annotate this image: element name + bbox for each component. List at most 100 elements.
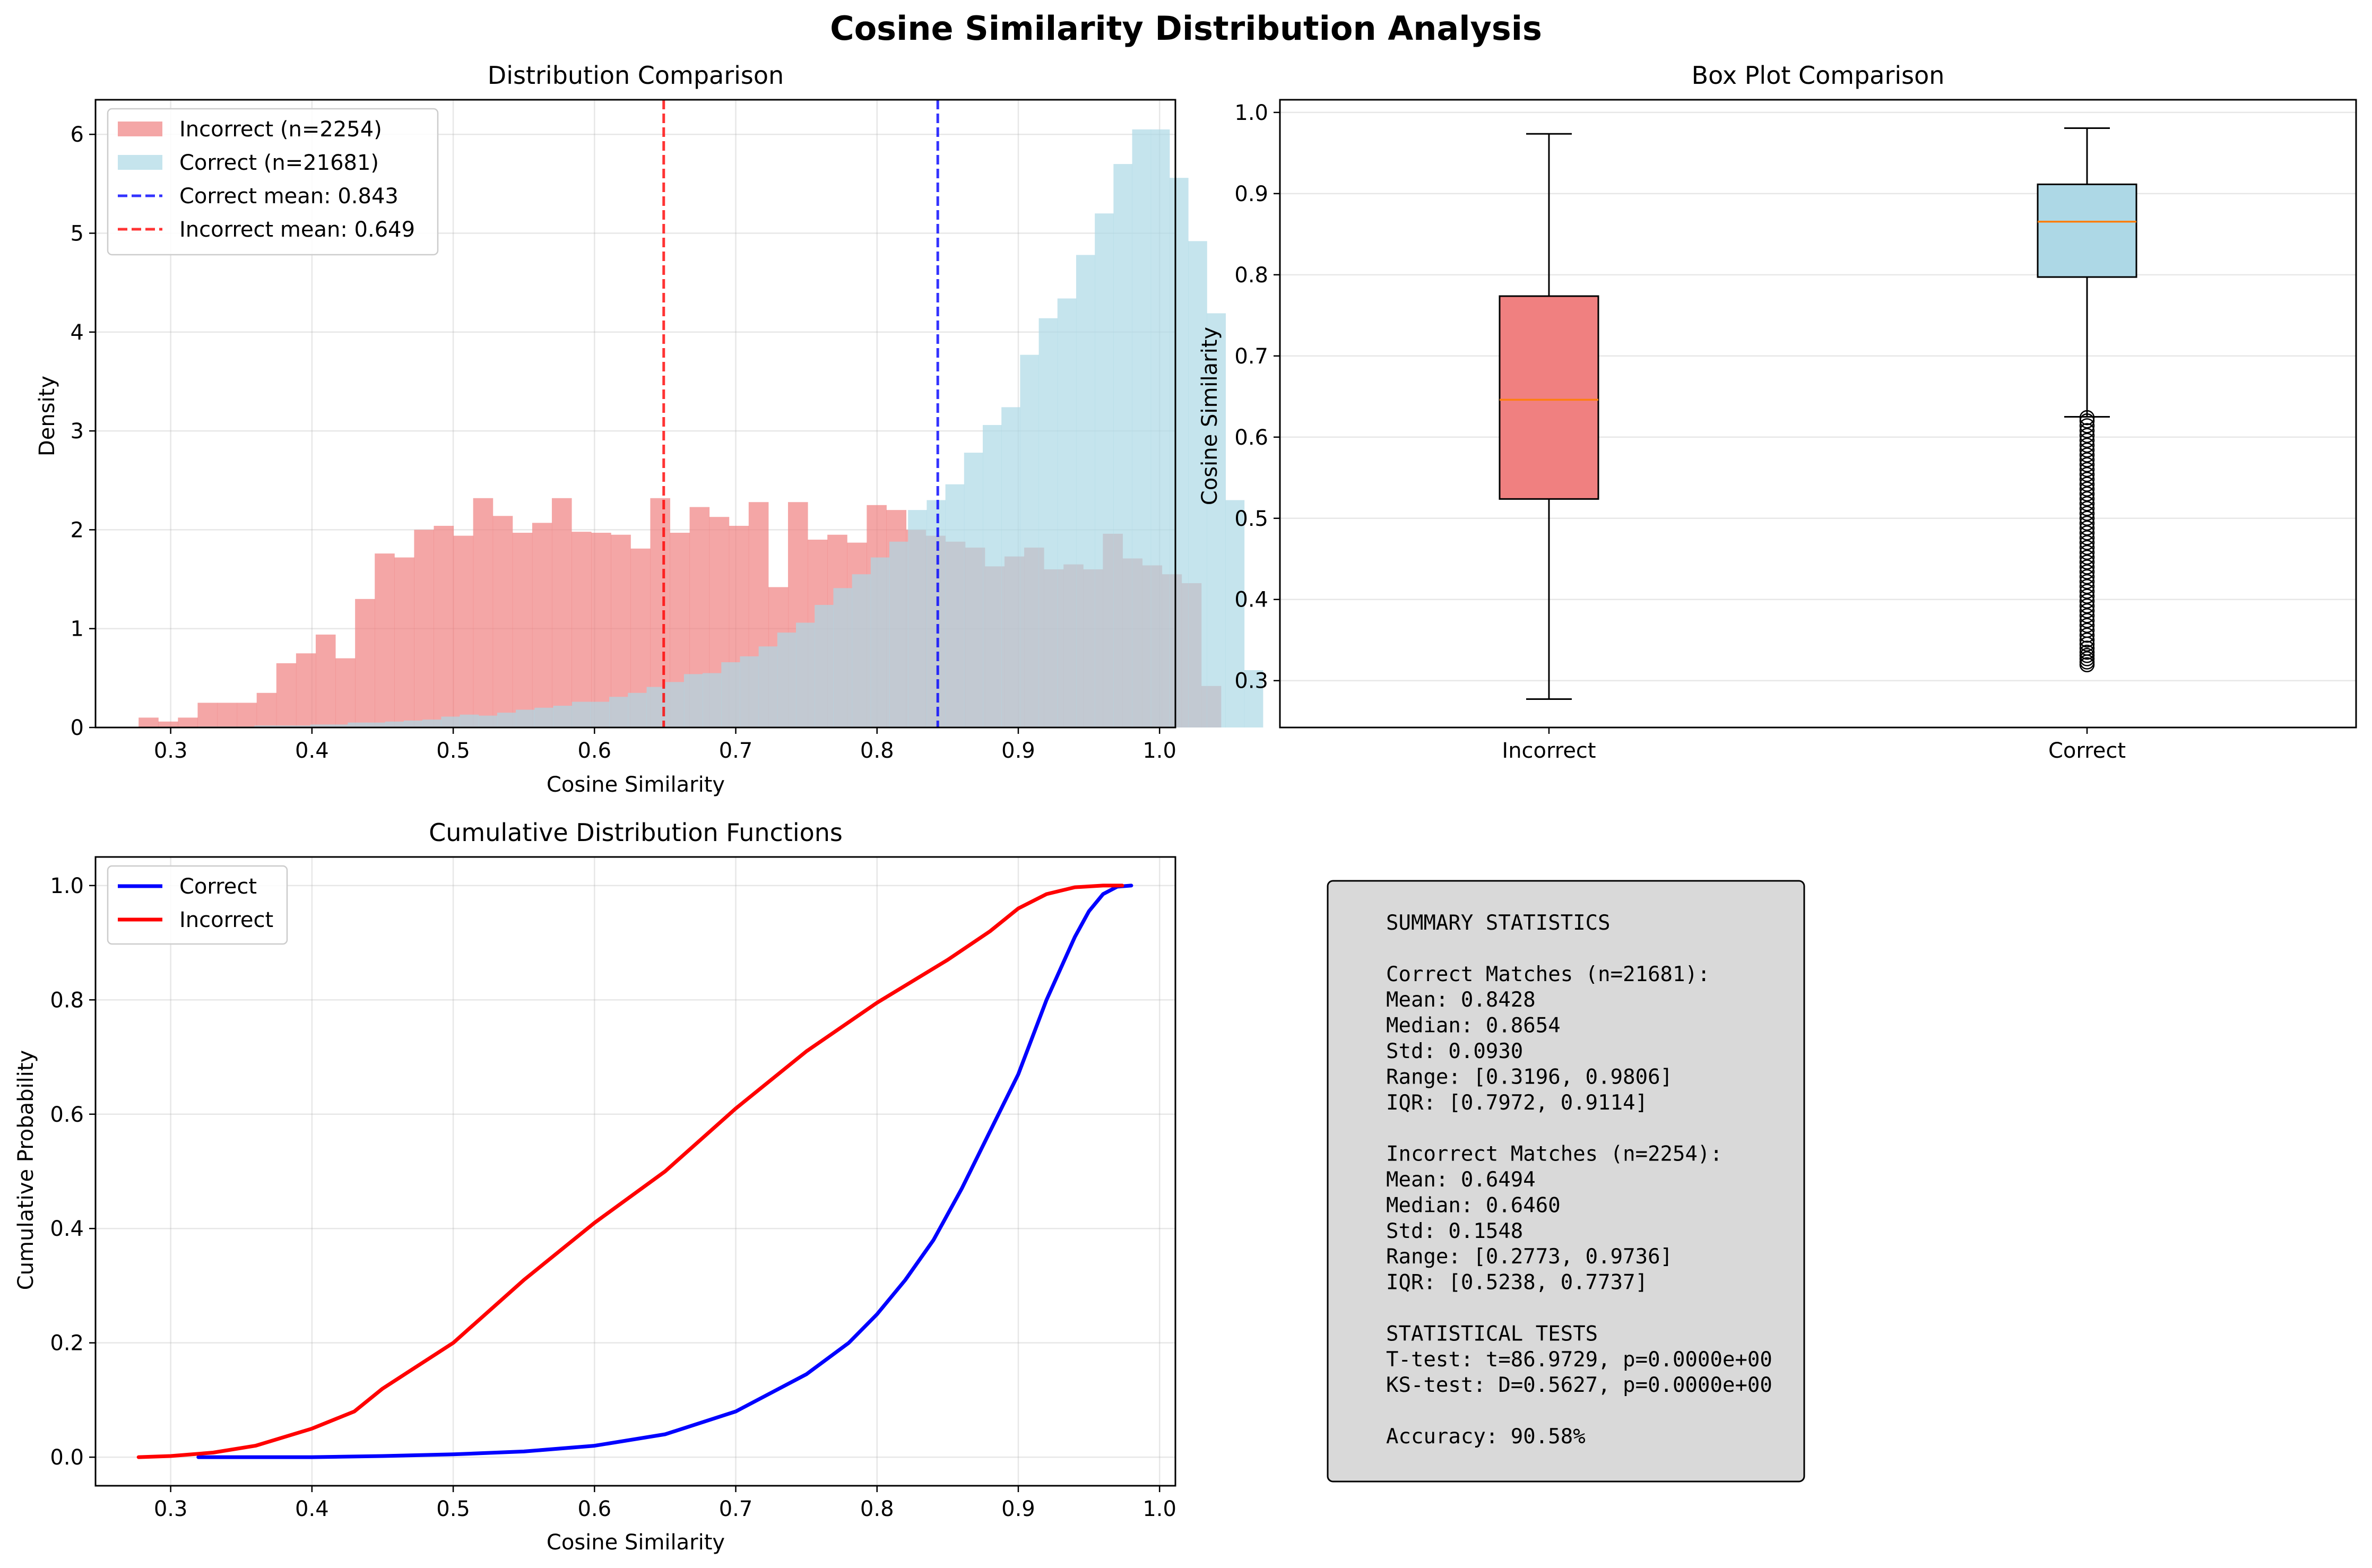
correct-bar [254, 725, 274, 727]
outlier-point [2079, 584, 2095, 599]
incorrect-bar [276, 663, 297, 727]
correct-bar [1076, 255, 1095, 728]
outlier-point [2079, 515, 2095, 531]
iqr-box [2037, 183, 2137, 278]
incorrect-bar [315, 634, 336, 727]
histogram-ytick-label: 2 [71, 518, 84, 542]
outlier-point [2079, 593, 2095, 609]
cdf-xlabel: Cosine Similarity [547, 1530, 725, 1555]
outlier-point [2079, 559, 2095, 575]
outlier-point [2079, 648, 2095, 663]
correct-bar [964, 453, 983, 727]
histogram-xtick-label: 0.3 [154, 739, 188, 763]
outlier-point [2079, 569, 2095, 585]
incorrect-bar [492, 516, 513, 727]
legend-label: Correct mean: 0.843 [179, 184, 399, 209]
cdf-incorrect-line [136, 883, 1124, 1459]
cdf-ytick-label: 1.0 [50, 874, 84, 898]
correct-bars [198, 129, 1263, 728]
incorrect-bar [256, 692, 277, 727]
histogram-xtick-label: 0.6 [577, 739, 611, 763]
legend-label: Incorrect [179, 908, 273, 932]
correct-bar [534, 707, 554, 727]
correct-bar [1038, 318, 1058, 727]
correct-bar [422, 720, 441, 727]
correct-bar [609, 697, 628, 727]
box-correct [2037, 127, 2137, 672]
outlier-point [2079, 437, 2095, 453]
correct-bar [758, 646, 778, 727]
legend-label: Incorrect (n=2254) [179, 117, 382, 142]
correct-bar [628, 692, 647, 727]
histogram-title: Distribution Comparison [488, 61, 784, 90]
incorrect-bar [138, 717, 159, 727]
incorrect-bar [375, 553, 395, 727]
incorrect-bar [414, 530, 434, 727]
outlier-point [2079, 418, 2095, 434]
boxplot-panel: Box Plot Comparison Cosine Similarity 0.… [1198, 61, 2357, 763]
cdf-xtick-label: 1.0 [1142, 1497, 1176, 1521]
outlier-point [2079, 608, 2095, 623]
summary-line: Range: [0.2773, 0.9736] [1386, 1245, 1673, 1269]
outlier-point [2079, 644, 2095, 660]
summary-line: Range: [0.3196, 0.9806] [1386, 1065, 1673, 1089]
outlier-point [2079, 410, 2095, 426]
cdf-panel: Cumulative Distribution Functions Cosine… [14, 818, 1176, 1555]
box-incorrect [1499, 133, 1599, 700]
cdf-ylabel: Cumulative Probability [14, 1050, 38, 1290]
summary-line: Incorrect Matches (n=2254): [1386, 1142, 1722, 1166]
cdf-ytick-label: 0.2 [50, 1331, 84, 1356]
outlier-point [2079, 491, 2095, 507]
boxplot-ytick-label: 0.3 [1234, 669, 1268, 694]
summary-line: Median: 0.6460 [1386, 1193, 1561, 1217]
correct-bar [1188, 241, 1207, 728]
correct-bar [403, 720, 423, 727]
histogram-ytick-label: 1 [71, 617, 84, 642]
correct-bar [348, 722, 367, 727]
outlier-point [2079, 423, 2095, 438]
correct-bar [497, 713, 516, 727]
figure-title: Cosine Similarity Distribution Analysis [830, 9, 1542, 48]
histogram-xtick-label: 0.7 [719, 739, 753, 763]
correct-bar [703, 673, 722, 727]
boxplot-ytick-label: 1.0 [1234, 101, 1268, 125]
outlier-point [2079, 622, 2095, 638]
boxplot-ylabel: Cosine Similarity [1198, 327, 1222, 505]
correct-bar [1095, 213, 1114, 727]
histogram-xtick-label: 0.4 [295, 739, 329, 763]
correct-bar [478, 715, 498, 727]
incorrect-bar [217, 703, 238, 727]
correct-bar [1207, 313, 1226, 727]
cdf-legend: Correct Incorrect [107, 865, 288, 945]
cdf-ytick-label: 0.6 [50, 1103, 84, 1127]
incorrect-bar [611, 534, 631, 727]
summary-line: STATISTICAL TESTS [1386, 1322, 1598, 1346]
outlier-point [2079, 564, 2095, 579]
summary-line: Accuracy: 90.58% [1386, 1425, 1586, 1449]
outlier-point [2079, 579, 2095, 594]
cdf-axes-frame [94, 856, 1176, 1487]
correct-bar [460, 714, 479, 727]
outlier-point [2079, 432, 2095, 448]
outlier-point [2079, 549, 2095, 565]
correct-bar [1057, 298, 1077, 727]
correct-bar [777, 633, 797, 727]
correct-bar [740, 656, 759, 727]
incorrect-bar [572, 532, 592, 727]
incorrect-bar [178, 717, 198, 727]
correct-bar [516, 709, 535, 727]
correct-bar [815, 604, 834, 727]
legend-label: Correct [179, 874, 257, 899]
correct-bar [646, 687, 666, 727]
correct-bar [833, 588, 853, 727]
incorrect-bar [532, 523, 552, 727]
correct-bar [1132, 129, 1152, 727]
correct-bar [945, 484, 965, 727]
incorrect-bar [453, 535, 474, 727]
correct-bar [908, 510, 927, 727]
boxplot-ytick-label: 0.6 [1234, 426, 1268, 450]
legend-swatch [118, 122, 162, 136]
correct-bar [273, 725, 292, 727]
outlier-point [2079, 457, 2095, 473]
boxplot-axes-frame [1279, 99, 2357, 729]
